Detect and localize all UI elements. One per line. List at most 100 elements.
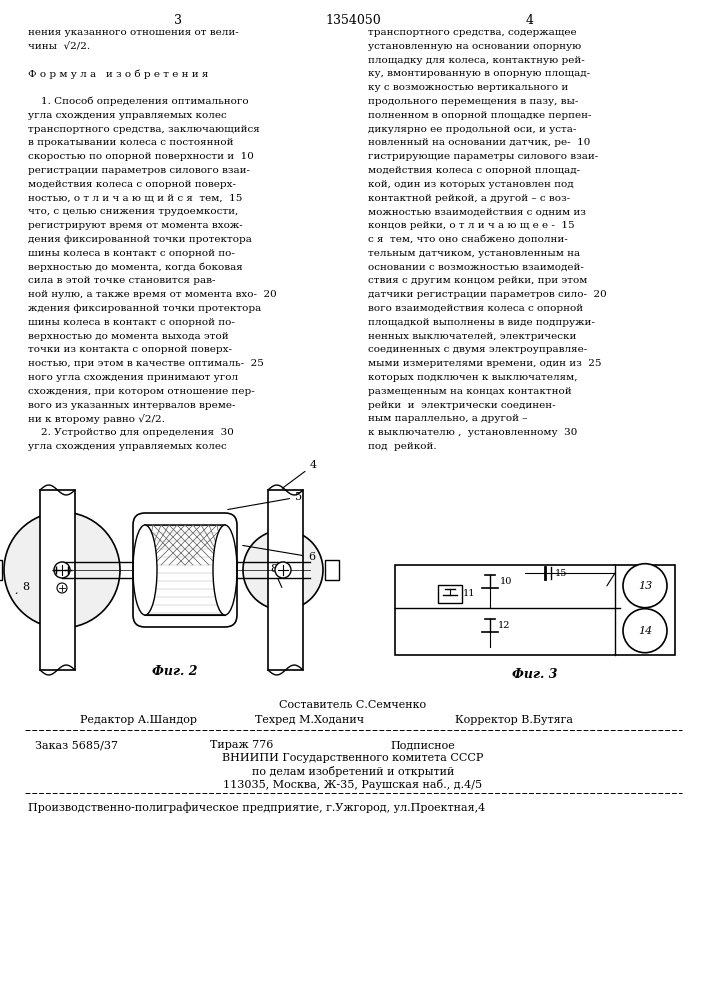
- Text: что, с целью снижения трудоемкости,: что, с целью снижения трудоемкости,: [28, 207, 238, 216]
- Text: новленный на основании датчик, ре-  10: новленный на основании датчик, ре- 10: [368, 138, 590, 147]
- Text: модействия колеса с опорной площад-: модействия колеса с опорной площад-: [368, 166, 580, 175]
- Text: 2. Устройство для определения  30: 2. Устройство для определения 30: [28, 428, 234, 437]
- Circle shape: [4, 512, 120, 628]
- Text: 12: 12: [498, 620, 510, 630]
- Circle shape: [57, 583, 67, 593]
- Text: Производственно-полиграфическое предприятие, г.Ужгород, ул.Проектная,4: Производственно-полиграфическое предприя…: [28, 802, 485, 813]
- Text: 3: 3: [174, 14, 182, 27]
- Text: Техред М.Ходанич: Техред М.Ходанич: [255, 715, 364, 725]
- Text: Тираж 776: Тираж 776: [210, 740, 274, 750]
- Text: Подписное: Подписное: [390, 740, 455, 750]
- Text: ной нулю, а также время от момента вхо-  20: ной нулю, а также время от момента вхо- …: [28, 290, 276, 299]
- Text: тельным датчиком, установленным на: тельным датчиком, установленным на: [368, 249, 580, 258]
- Text: основании с возможностью взаимодей-: основании с возможностью взаимодей-: [368, 263, 584, 272]
- Text: ностью, при этом в качестве оптималь-  25: ностью, при этом в качестве оптималь- 25: [28, 359, 264, 368]
- Text: 6: 6: [243, 545, 315, 562]
- Text: ствия с другим концом рейки, при этом: ствия с другим концом рейки, при этом: [368, 276, 588, 285]
- Text: шины колеса в контакт с опорной по-: шины колеса в контакт с опорной по-: [28, 318, 235, 327]
- Text: 1354050: 1354050: [325, 14, 381, 27]
- Text: регистрации параметров силового взаи-: регистрации параметров силового взаи-: [28, 166, 250, 175]
- Bar: [0, 560, 2, 580]
- Text: 1. Способ определения оптимального: 1. Способ определения оптимального: [28, 97, 249, 106]
- Bar: [395, 565, 675, 655]
- Text: установленную на основании опорную: установленную на основании опорную: [368, 42, 581, 51]
- Text: в прокатывании колеса с постоянной: в прокатывании колеса с постоянной: [28, 138, 233, 147]
- Circle shape: [623, 609, 667, 653]
- Bar: [325, 560, 339, 580]
- Text: схождения, при котором отношение пер-: схождения, при котором отношение пер-: [28, 387, 255, 396]
- Text: к выключателю ,  установленному  30: к выключателю , установленному 30: [368, 428, 578, 437]
- Text: 13: 13: [638, 581, 652, 591]
- Text: ку, вмонтированную в опорную площад-: ку, вмонтированную в опорную площад-: [368, 69, 590, 78]
- Text: Редактор А.Шандор: Редактор А.Шандор: [80, 715, 197, 725]
- Text: ВНИИПИ Государственного комитета СССР: ВНИИПИ Государственного комитета СССР: [222, 753, 484, 763]
- Text: дения фиксированной точки протектора: дения фиксированной точки протектора: [28, 235, 252, 244]
- Text: точки из контакта с опорной поверх-: точки из контакта с опорной поверх-: [28, 345, 232, 354]
- Text: скоростью по опорной поверхности и  10: скоростью по опорной поверхности и 10: [28, 152, 254, 161]
- Ellipse shape: [213, 525, 237, 615]
- Text: верхностью до момента, когда боковая: верхностью до момента, когда боковая: [28, 263, 243, 272]
- Text: дикулярно ее продольной оси, и уста-: дикулярно ее продольной оси, и уста-: [368, 125, 576, 134]
- Text: ждения фиксированной точки протектора: ждения фиксированной точки протектора: [28, 304, 262, 313]
- Text: ностью, о т л и ч а ю щ и й с я  тем,  15: ностью, о т л и ч а ю щ и й с я тем, 15: [28, 194, 243, 203]
- Text: 113035, Москва, Ж-35, Раушская наб., д.4/5: 113035, Москва, Ж-35, Раушская наб., д.4…: [223, 779, 483, 790]
- Text: гистрирующие параметры силового взаи-: гистрирующие параметры силового взаи-: [368, 152, 598, 161]
- Text: ного угла схождения принимают угол: ного угла схождения принимают угол: [28, 373, 238, 382]
- Text: 4: 4: [282, 460, 317, 488]
- Text: 8: 8: [270, 564, 282, 587]
- Text: контактной рейкой, а другой – с воз-: контактной рейкой, а другой – с воз-: [368, 194, 570, 203]
- Text: Заказ 5685/37: Заказ 5685/37: [35, 740, 118, 750]
- Text: по делам изобретений и открытий: по делам изобретений и открытий: [252, 766, 454, 777]
- Text: вого из указанных интервалов време-: вого из указанных интервалов време-: [28, 401, 235, 410]
- Text: Корректор В.Бутяга: Корректор В.Бутяга: [455, 715, 573, 725]
- Text: сила в этой точке становится рав-: сила в этой точке становится рав-: [28, 276, 216, 285]
- Text: угла схождения управляемых колес: угла схождения управляемых колес: [28, 111, 227, 120]
- Text: нения указанного отношения от вели-: нения указанного отношения от вели-: [28, 28, 239, 37]
- Text: с я  тем, что оно снабжено дополни-: с я тем, что оно снабжено дополни-: [368, 235, 568, 244]
- Text: вого взаимодействия колеса с опорной: вого взаимодействия колеса с опорной: [368, 304, 583, 313]
- Circle shape: [275, 562, 291, 578]
- Text: размещенным на концах контактной: размещенным на концах контактной: [368, 387, 572, 396]
- Text: мыми измерителями времени, один из  25: мыми измерителями времени, один из 25: [368, 359, 602, 368]
- Text: 11: 11: [463, 588, 476, 597]
- Text: модействия колеса с опорной поверх-: модействия колеса с опорной поверх-: [28, 180, 236, 189]
- Text: ку с возможностью вертикального и: ку с возможностью вертикального и: [368, 83, 568, 92]
- Text: датчики регистрации параметров сило-  20: датчики регистрации параметров сило- 20: [368, 290, 607, 299]
- Text: 15: 15: [555, 568, 568, 578]
- Text: Фиг. 3: Фиг. 3: [513, 668, 558, 681]
- Ellipse shape: [133, 525, 157, 615]
- Circle shape: [243, 530, 323, 610]
- Bar: [268, 490, 303, 670]
- Text: шины колеса в контакт с опорной по-: шины колеса в контакт с опорной по-: [28, 249, 235, 258]
- Text: ным параллельно, а другой –: ным параллельно, а другой –: [368, 414, 527, 423]
- Text: рейки  и  электрически соединен-: рейки и электрически соединен-: [368, 401, 556, 410]
- Text: которых подключен к выключателям,: которых подключен к выключателям,: [368, 373, 578, 382]
- Text: чины  √2/2.: чины √2/2.: [28, 42, 90, 51]
- Text: Ф о р м у л а   и з о б р е т е н и я: Ф о р м у л а и з о б р е т е н и я: [28, 69, 209, 79]
- Circle shape: [54, 562, 70, 578]
- Text: можностью взаимодействия с одним из: можностью взаимодействия с одним из: [368, 207, 586, 216]
- Text: 14: 14: [638, 626, 652, 636]
- Text: Фиг. 2: Фиг. 2: [152, 665, 198, 678]
- Bar: [145, 525, 225, 615]
- Text: 8: 8: [16, 582, 29, 593]
- Bar: [40, 490, 75, 670]
- Text: транспортного средства, заключающийся: транспортного средства, заключающийся: [28, 125, 259, 134]
- Text: 4: 4: [526, 14, 534, 27]
- Text: угла схождения управляемых колес: угла схождения управляемых колес: [28, 442, 227, 451]
- Text: ни к второму равно √2/2.: ни к второму равно √2/2.: [28, 414, 165, 424]
- Text: транспортного средства, содержащее: транспортного средства, содержащее: [368, 28, 577, 37]
- Text: продольного перемещения в пазу, вы-: продольного перемещения в пазу, вы-: [368, 97, 578, 106]
- Text: верхностью до момента выхода этой: верхностью до момента выхода этой: [28, 332, 228, 341]
- Text: Составитель С.Семченко: Составитель С.Семченко: [279, 700, 426, 710]
- Text: 10: 10: [500, 576, 513, 585]
- Text: полненном в опорной площадке перпен-: полненном в опорной площадке перпен-: [368, 111, 592, 120]
- Text: регистрируют время от момента вхож-: регистрируют время от момента вхож-: [28, 221, 243, 230]
- Circle shape: [623, 564, 667, 608]
- Text: площадкой выполнены в виде подпружи-: площадкой выполнены в виде подпружи-: [368, 318, 595, 327]
- Text: ненных выключателей, электрически: ненных выключателей, электрически: [368, 332, 576, 341]
- Text: кой, один из которых установлен под: кой, один из которых установлен под: [368, 180, 573, 189]
- Bar: [438, 585, 462, 603]
- Text: концов рейки, о т л и ч а ю щ е е -  15: концов рейки, о т л и ч а ю щ е е - 15: [368, 221, 575, 230]
- Text: 5: 5: [228, 492, 302, 510]
